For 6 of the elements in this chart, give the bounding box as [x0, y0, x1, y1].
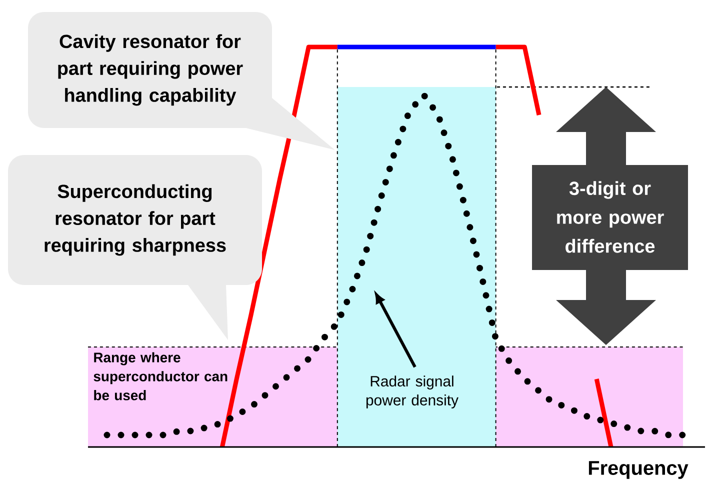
annotation: 3-digit or more power difference: [557, 181, 664, 253]
text: Radar signal power density: [366, 376, 458, 408]
x-axis-title: Frequency: [588, 461, 688, 479]
annotation: Cavity resonator for part requiring power handling capability: [58, 34, 243, 106]
band-label: Range where superconductor can be used: [94, 352, 228, 400]
annotation: Superconducting resonator for part requiring sharpness: [44, 184, 226, 256]
